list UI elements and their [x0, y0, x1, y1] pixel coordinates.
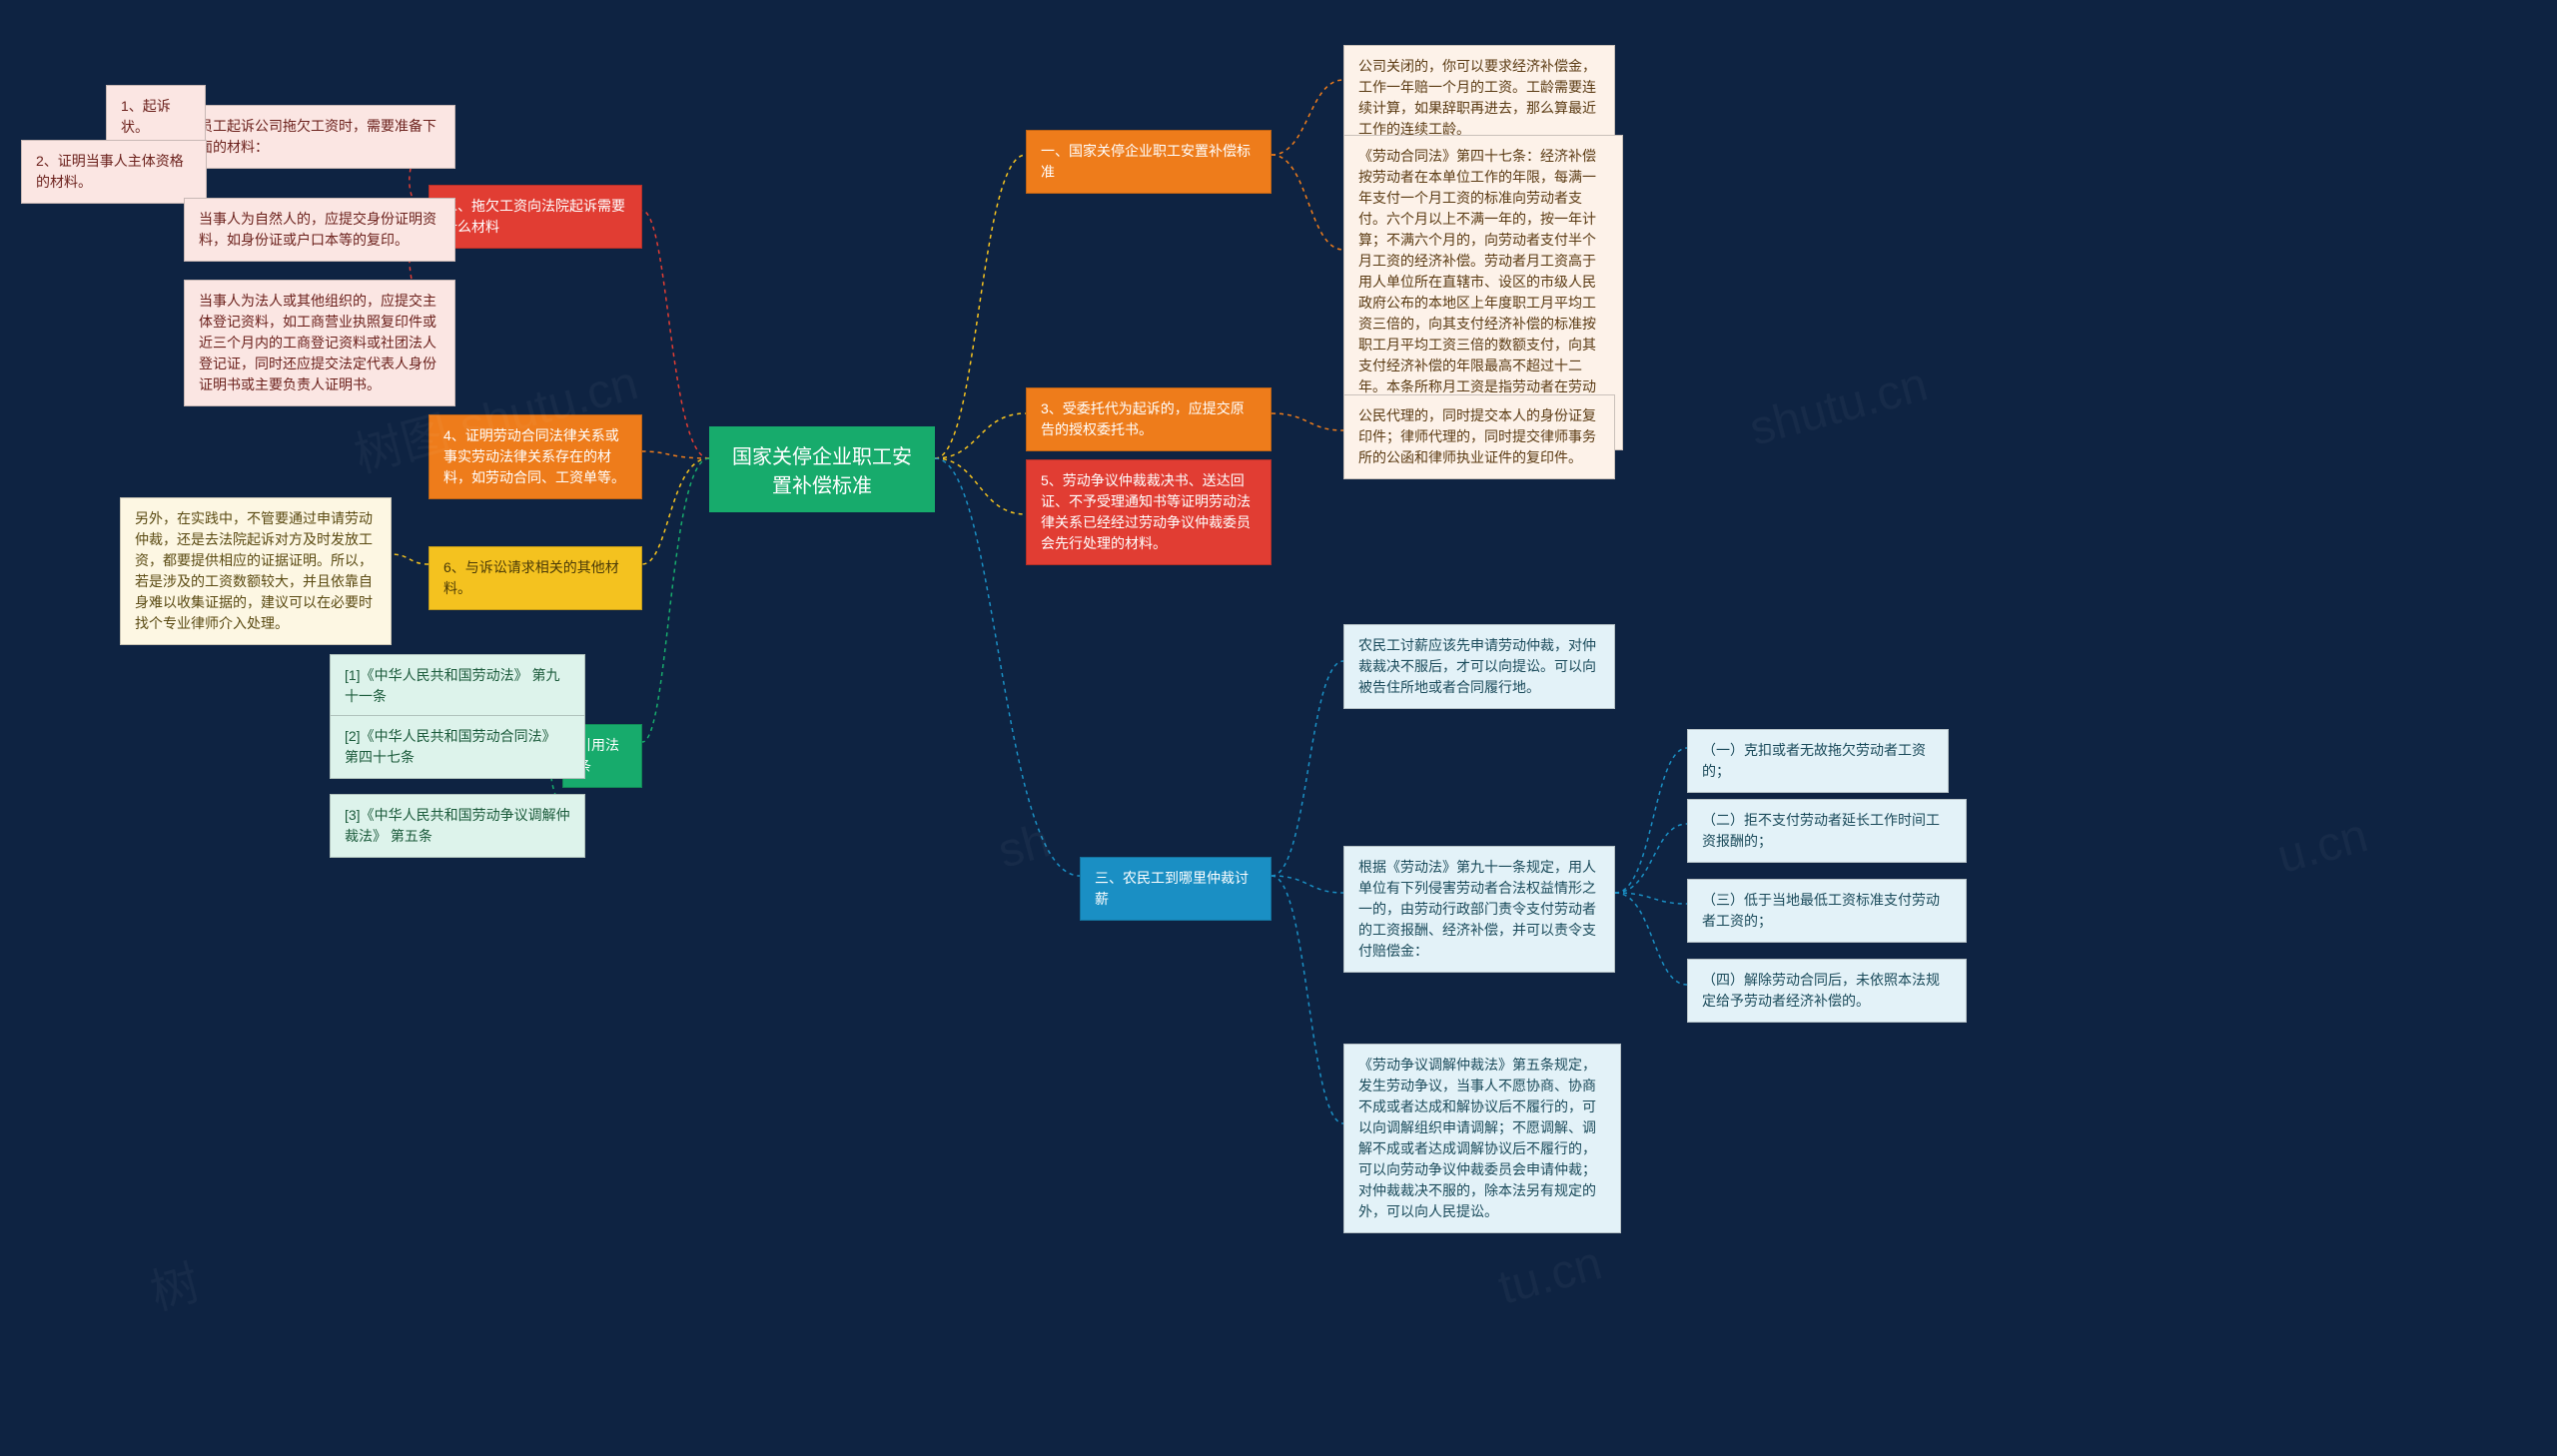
node-l_ref2: [2]《中华人民共和国劳动合同法》 第四十七条 [330, 715, 585, 779]
connector [1615, 748, 1687, 893]
watermark: 树 [142, 1243, 206, 1323]
node-r_san_b3: （三）低于当地最低工资标准支付劳动者工资的； [1687, 879, 1967, 943]
node-l2a2: 2、证明当事人主体资格的材料。 [21, 140, 207, 204]
center-node: 国家关停企业职工安置补偿标准 [709, 426, 935, 512]
node-l_ref1: [1]《中华人民共和国劳动法》 第九十一条 [330, 654, 585, 718]
node-r5: 5、劳动争议仲裁裁决书、送达回证、不予受理通知书等证明劳动法律关系已经经过劳动争… [1026, 459, 1272, 565]
node-l2: 二、拖欠工资向法院起诉需要什么材料 [428, 185, 642, 249]
watermark: u.cn [2271, 808, 2373, 885]
node-l2a: 员工起诉公司拖欠工资时，需要准备下面的材料： [184, 105, 455, 169]
connector [1615, 893, 1687, 904]
connector [935, 413, 1026, 458]
connector [392, 554, 428, 564]
connector [935, 155, 1026, 458]
connector [642, 458, 709, 564]
connector [1272, 155, 1343, 250]
connector [642, 451, 709, 458]
node-r_san_a: 农民工讨薪应该先申请劳动仲裁，对仲裁裁决不服后，才可以向提讼。可以向被告住所地或… [1343, 624, 1615, 709]
connector [1272, 413, 1343, 430]
node-r_san_b2: （二）拒不支付劳动者延长工作时间工资报酬的； [1687, 799, 1967, 863]
node-l6a: 另外，在实践中，不管要通过申请劳动仲裁，还是去法院起诉对方及时发放工资，都要提供… [120, 497, 392, 645]
connector [1272, 661, 1343, 876]
watermark: tu.cn [1493, 1235, 1608, 1315]
node-r_san_c: 《劳动争议调解仲裁法》第五条规定，发生劳动争议，当事人不愿协商、协商不成或者达成… [1343, 1044, 1621, 1233]
node-r3: 3、受委托代为起诉的，应提交原告的授权委托书。 [1026, 387, 1272, 451]
connector [1615, 824, 1687, 893]
node-r_san_b4: （四）解除劳动合同后，未依照本法规定给予劳动者经济补偿的。 [1687, 959, 1967, 1023]
node-l6: 6、与诉讼请求相关的其他材料。 [428, 546, 642, 610]
node-r3a: 公民代理的，同时提交本人的身份证复印件；律师代理的，同时提交律师事务所的公函和律… [1343, 394, 1615, 479]
connector [1615, 893, 1687, 985]
node-r1: 一、国家关停企业职工安置补偿标准 [1026, 130, 1272, 194]
connector [642, 211, 709, 458]
node-r_san_b1: （一）克扣或者无故拖欠劳动者工资的； [1687, 729, 1949, 793]
node-l2b: 当事人为自然人的，应提交身份证明资料，如身份证或户口本等的复印。 [184, 198, 455, 262]
connector [935, 458, 1026, 514]
watermark: shutu.cn [1744, 357, 1934, 456]
node-l2c: 当事人为法人或其他组织的，应提交主体登记资料，如工商营业执照复印件或近三个月内的… [184, 280, 455, 406]
node-l4: 4、证明劳动合同法律关系或事实劳动法律关系存在的材料，如劳动合同、工资单等。 [428, 414, 642, 499]
connector [1272, 876, 1343, 893]
node-l_ref3: [3]《中华人民共和国劳动争议调解仲裁法》 第五条 [330, 794, 585, 858]
connector [642, 458, 709, 742]
connector [1272, 80, 1343, 155]
node-r_san_b: 根据《劳动法》第九十一条规定，用人单位有下列侵害劳动者合法权益情形之一的，由劳动… [1343, 846, 1615, 973]
connector [1272, 876, 1343, 1123]
node-r_san: 三、农民工到哪里仲裁讨薪 [1080, 857, 1272, 921]
watermark: sh [993, 813, 1056, 879]
